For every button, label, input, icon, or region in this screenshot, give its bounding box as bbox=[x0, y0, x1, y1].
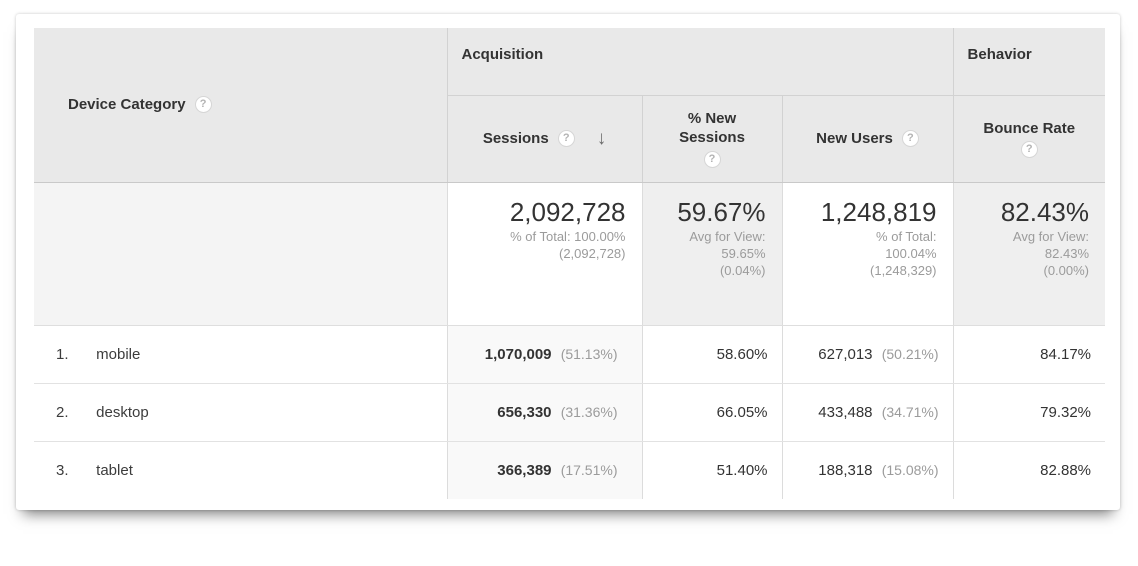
help-icon[interactable]: ? bbox=[901, 130, 919, 147]
pct-new-sessions-value: 51.40% bbox=[716, 461, 768, 479]
pct-new-sessions-cell: 51.40% bbox=[642, 441, 783, 499]
total-new-users-cell: 1,248,819 % of Total: 100.04% (1,248,329… bbox=[782, 182, 954, 326]
dimension-header-cell: Device Category ? bbox=[34, 28, 448, 183]
table-row: 2. desktop 656,330 (31.36%) 66.05% 433,4… bbox=[34, 383, 1106, 442]
device-cell: 3. tablet bbox=[34, 441, 448, 499]
pct-new-sessions-header-label: % New Sessions bbox=[679, 110, 745, 146]
sessions-value: 656,330 bbox=[497, 403, 552, 421]
new-users-share: (50.21%) bbox=[881, 345, 939, 362]
row-rank: 2. bbox=[56, 403, 69, 421]
pct-new-sessions-value: 66.05% bbox=[716, 403, 768, 421]
bounce-rate-cell: 84.17% bbox=[953, 325, 1106, 384]
new-users-cell: 627,013 (50.21%) bbox=[782, 325, 954, 384]
total-new-users-value: 1,248,819 bbox=[820, 196, 937, 227]
sessions-value: 366,389 bbox=[497, 461, 552, 479]
total-pct-new-sessions-subline: (0.04%) bbox=[719, 262, 766, 278]
total-new-users-subline: 100.04% bbox=[885, 245, 937, 261]
help-icon[interactable]: ? bbox=[1020, 140, 1038, 158]
total-new-users-subline: (1,248,329) bbox=[870, 262, 937, 278]
total-sessions-value: 2,092,728 bbox=[509, 196, 626, 227]
total-pct-new-sessions-subline: 59.65% bbox=[721, 245, 766, 261]
device-name: tablet bbox=[96, 461, 133, 479]
dimension-header-label: Device Category bbox=[68, 96, 186, 114]
device-cell: 1. mobile bbox=[34, 325, 448, 384]
device-name: mobile bbox=[96, 345, 141, 363]
sessions-share: (31.36%) bbox=[560, 403, 618, 420]
bounce-rate-cell: 82.88% bbox=[953, 441, 1106, 499]
sessions-share: (51.13%) bbox=[560, 345, 618, 362]
bounce-rate-cell: 79.32% bbox=[953, 383, 1106, 442]
column-header-sessions[interactable]: Sessions ? ↓ bbox=[447, 95, 643, 183]
total-bounce-rate-subline: (0.00%) bbox=[1043, 262, 1090, 278]
bounce-rate-value: 82.88% bbox=[1040, 461, 1092, 479]
pct-new-sessions-cell: 58.60% bbox=[642, 325, 783, 384]
help-icon[interactable]: ? bbox=[194, 96, 212, 114]
new-users-header-label: New Users bbox=[816, 130, 893, 147]
device-name: desktop bbox=[96, 403, 149, 421]
group-header-acquisition: Acquisition bbox=[447, 28, 954, 96]
sessions-cell: 1,070,009 (51.13%) bbox=[447, 325, 643, 384]
column-header-new-users[interactable]: New Users ? bbox=[782, 95, 954, 183]
new-users-value: 188,318 bbox=[818, 461, 873, 479]
sessions-cell: 656,330 (31.36%) bbox=[447, 383, 643, 442]
sort-descending-icon[interactable]: ↓ bbox=[596, 128, 607, 149]
table-row: 3. tablet 366,389 (17.51%) 51.40% 188,31… bbox=[34, 441, 1106, 499]
device-category-table: Device Category ? Acquisition Behavior S… bbox=[34, 28, 1106, 499]
bounce-rate-value: 84.17% bbox=[1040, 345, 1092, 363]
total-pct-new-sessions-value: 59.67% bbox=[677, 196, 766, 227]
total-sessions-subline: (2,092,728) bbox=[559, 245, 626, 261]
total-bounce-rate-cell: 82.43% Avg for View: 82.43% (0.00%) bbox=[953, 182, 1106, 326]
sessions-cell: 366,389 (17.51%) bbox=[447, 441, 643, 499]
sessions-value: 1,070,009 bbox=[484, 345, 552, 363]
report-card: Device Category ? Acquisition Behavior S… bbox=[16, 14, 1120, 510]
total-bounce-rate-value: 82.43% bbox=[1000, 196, 1090, 227]
pct-new-sessions-value: 58.60% bbox=[716, 345, 768, 363]
column-header-pct-new-sessions[interactable]: % New Sessions ? bbox=[642, 95, 783, 183]
help-icon[interactable]: ? bbox=[703, 151, 721, 168]
table-row: 1. mobile 1,070,009 (51.13%) 58.60% 627,… bbox=[34, 325, 1106, 384]
bounce-rate-header-label: Bounce Rate bbox=[983, 119, 1076, 137]
column-header-row: Sessions ? ↓ % New Sessions ? New Users … bbox=[34, 95, 1106, 183]
total-bounce-rate-subline: Avg for View: bbox=[1012, 228, 1090, 244]
group-header-row: Device Category ? Acquisition Behavior bbox=[34, 28, 1106, 183]
total-new-users-subline: % of Total: bbox=[876, 228, 937, 244]
sessions-share: (17.51%) bbox=[560, 461, 618, 478]
new-users-share: (15.08%) bbox=[881, 461, 939, 478]
total-bounce-rate-subline: 82.43% bbox=[1044, 245, 1090, 261]
acquisition-group-label: Acquisition bbox=[461, 46, 544, 63]
totals-row: 2,092,728 % of Total: 100.00% (2,092,728… bbox=[34, 182, 1106, 326]
new-users-value: 627,013 bbox=[818, 345, 873, 363]
help-icon[interactable]: ? bbox=[557, 130, 575, 147]
row-rank: 3. bbox=[56, 461, 69, 479]
bounce-rate-value: 79.32% bbox=[1040, 403, 1092, 421]
device-cell: 2. desktop bbox=[34, 383, 448, 442]
new-users-share: (34.71%) bbox=[881, 403, 939, 420]
total-sessions-cell: 2,092,728 % of Total: 100.00% (2,092,728… bbox=[447, 182, 643, 326]
total-sessions-subline: % of Total: 100.00% bbox=[510, 228, 626, 244]
row-rank: 1. bbox=[56, 345, 69, 363]
new-users-value: 433,488 bbox=[818, 403, 873, 421]
pct-new-sessions-cell: 66.05% bbox=[642, 383, 783, 442]
behavior-group-label: Behavior bbox=[967, 46, 1032, 63]
new-users-cell: 188,318 (15.08%) bbox=[782, 441, 954, 499]
column-header-bounce-rate[interactable]: Bounce Rate ? bbox=[953, 95, 1106, 183]
sessions-header-label: Sessions bbox=[482, 130, 549, 147]
new-users-cell: 433,488 (34.71%) bbox=[782, 383, 954, 442]
total-pct-new-sessions-cell: 59.67% Avg for View: 59.65% (0.04%) bbox=[642, 182, 783, 326]
total-pct-new-sessions-subline: Avg for View: bbox=[689, 228, 766, 244]
group-header-behavior: Behavior bbox=[952, 28, 1106, 96]
totals-dimension-cell bbox=[34, 182, 448, 326]
